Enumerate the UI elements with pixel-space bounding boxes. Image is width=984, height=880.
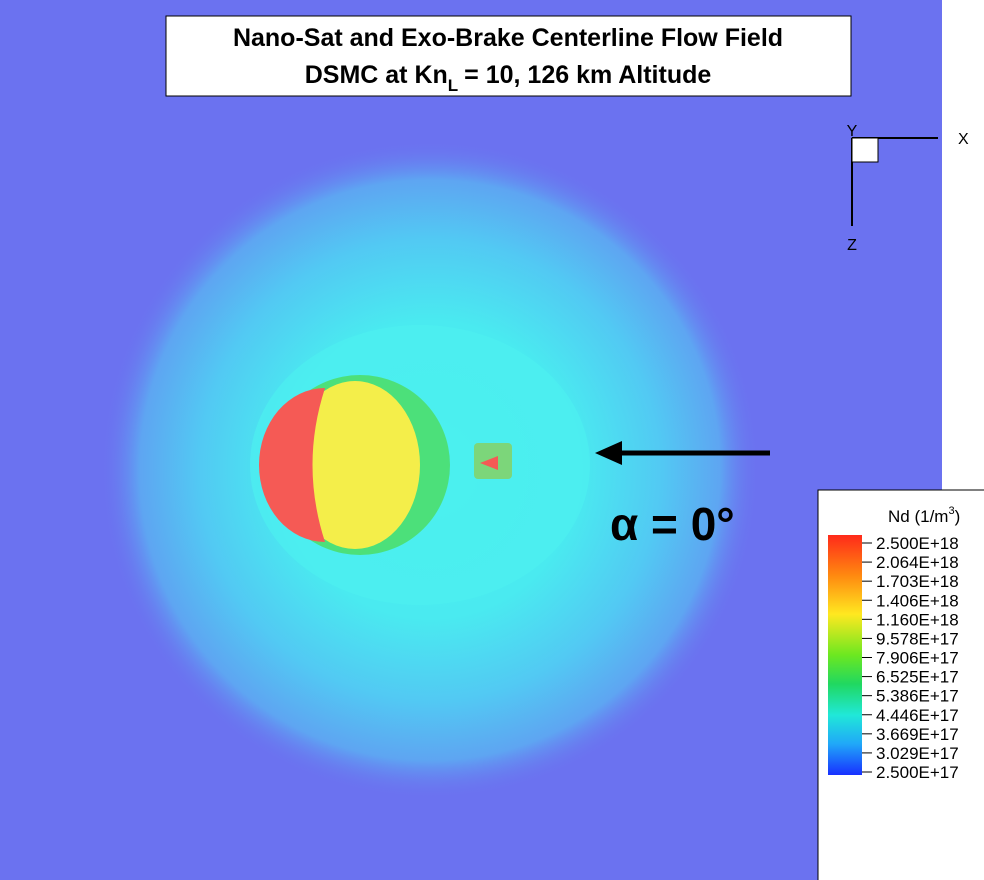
title-subscript: L (448, 76, 458, 95)
angle-annotation: α = 0° (610, 498, 735, 550)
title-part: DSMC at Kn (305, 61, 448, 89)
legend-level: 1.406E+18 (876, 591, 959, 610)
legend-level: 3.669E+17 (876, 725, 959, 744)
axis-label: X (958, 131, 969, 148)
legend-level: 4.446E+17 (876, 706, 959, 725)
legend-level: 3.029E+17 (876, 744, 959, 763)
legend-level: 9.578E+17 (876, 629, 959, 648)
flow-field-figure: Nano-Sat and Exo-Brake Centerline Flow F… (0, 0, 984, 880)
legend-level: 5.386E+17 (876, 687, 959, 706)
legend-title-part: ) (955, 507, 961, 526)
axis-label: Y (847, 123, 858, 140)
axis-label: Z (847, 237, 857, 254)
legend-levels: 2.500E+182.064E+181.703E+181.406E+181.16… (862, 534, 959, 782)
legend-level: 1.160E+18 (876, 610, 959, 629)
legend-level: 2.500E+18 (876, 534, 959, 553)
colorbar (828, 535, 862, 775)
page: Nano-Sat and Exo-Brake Centerline Flow F… (0, 0, 984, 880)
legend-level: 7.906E+17 (876, 649, 959, 668)
legend-level: 2.064E+18 (876, 553, 959, 572)
title-part: = 10, 126 km Altitude (464, 61, 711, 89)
title-line: Nano-Sat and Exo-Brake Centerline Flow F… (233, 24, 783, 52)
legend-level: 1.703E+18 (876, 572, 959, 591)
legend-title-part: Nd (1/m (888, 507, 948, 526)
legend-level: 2.500E+17 (876, 763, 959, 782)
legend-level: 6.525E+17 (876, 668, 959, 687)
